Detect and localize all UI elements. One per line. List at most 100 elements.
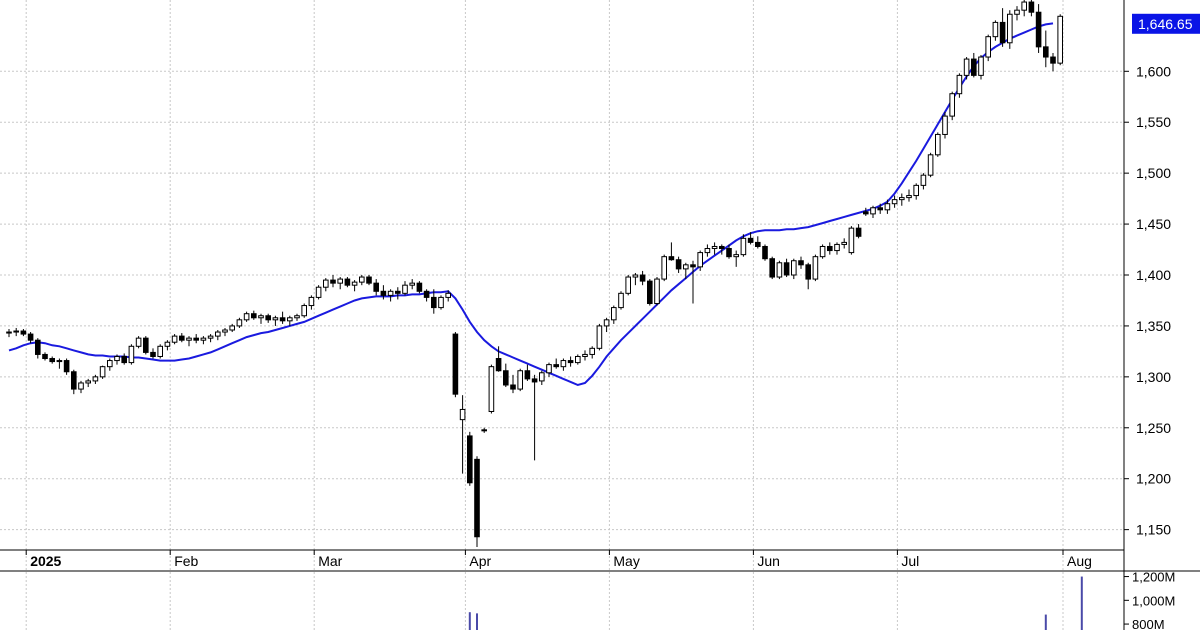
candle-body [719, 245, 725, 250]
candle-body [13, 330, 19, 333]
candlestick [423, 289, 430, 302]
candle-body [661, 256, 668, 280]
candle-body [812, 256, 819, 280]
candle-body [755, 241, 761, 247]
candlestick [661, 254, 668, 282]
candle-body [236, 319, 243, 327]
candle-body [78, 382, 84, 390]
candlestick [675, 256, 682, 273]
candlestick [863, 207, 869, 216]
candlestick [1021, 0, 1028, 17]
candle-body [863, 211, 869, 215]
candle-body [603, 319, 610, 327]
grid-layer [0, 0, 1124, 630]
candlestick [899, 193, 905, 206]
candle-body [85, 380, 92, 384]
candle-body [848, 227, 855, 254]
candle-body [294, 315, 300, 319]
candle-body [135, 337, 142, 347]
candle-body [690, 264, 696, 268]
candlestick [143, 336, 149, 355]
candle-body [841, 241, 848, 245]
candle-body [373, 282, 379, 292]
candle-body [92, 376, 99, 382]
candlestick [906, 189, 912, 202]
candlestick [416, 281, 423, 294]
candlestick [827, 242, 833, 255]
candle-body [179, 335, 185, 341]
candle-body [740, 237, 747, 256]
candlestick [1035, 4, 1042, 53]
candle-body [409, 282, 415, 286]
candlestick [726, 244, 732, 259]
candlestick [870, 205, 876, 218]
candle-body [445, 292, 451, 298]
candlestick [20, 328, 27, 337]
candle-body [776, 262, 783, 278]
candlestick [164, 340, 171, 351]
price-tick-label: 1,250 [1136, 420, 1171, 436]
candle-body [114, 355, 120, 362]
candlestick [733, 250, 740, 267]
candle-body [747, 237, 754, 243]
date-tick-label: Jul [901, 553, 919, 569]
candlestick [114, 354, 120, 365]
candlestick [373, 279, 379, 296]
candlestick [193, 334, 199, 344]
candle-body [899, 197, 905, 201]
candle-body [128, 345, 135, 364]
candle-body [6, 331, 12, 334]
price-tick-label: 1,550 [1136, 114, 1171, 130]
candle-body [639, 274, 646, 282]
candle-body [539, 372, 545, 382]
candle-body [668, 256, 675, 261]
candle-body [819, 245, 826, 258]
candlestick [243, 311, 250, 322]
candlestick [683, 262, 689, 280]
candlestick [704, 244, 711, 257]
candle-body [920, 174, 927, 186]
candlestick [956, 73, 963, 98]
candlestick [848, 226, 855, 255]
candlestick [85, 378, 92, 388]
candlestick [611, 305, 617, 324]
candle-body [186, 337, 192, 341]
candle-body [495, 358, 502, 372]
candle-body [971, 58, 977, 76]
candlestick [1050, 52, 1056, 72]
candlestick [481, 427, 487, 433]
candlestick [1057, 14, 1064, 66]
candlestick [791, 258, 797, 280]
candlestick [78, 380, 84, 394]
last-price-tag-background [1132, 13, 1200, 34]
candle-body [251, 313, 257, 319]
candle-body [121, 355, 128, 364]
candlestick [351, 280, 358, 292]
candlestick [1028, 0, 1035, 17]
candlestick [776, 260, 783, 280]
candlestick [539, 370, 545, 385]
candlestick [366, 275, 372, 286]
candle-body [459, 408, 466, 421]
candlestick [747, 232, 754, 245]
candlestick [510, 374, 516, 394]
candle-body [99, 366, 106, 378]
candle-body [503, 370, 509, 386]
price-tick-label: 1,350 [1136, 318, 1171, 334]
candle-body [467, 435, 473, 484]
candlestick [258, 313, 264, 324]
candle-body [380, 290, 387, 296]
price-tick-label: 1,450 [1136, 216, 1171, 232]
candle-body [272, 317, 279, 321]
candle-body [704, 248, 711, 254]
candle-body [999, 21, 1006, 44]
candle-body [193, 337, 199, 341]
candlestick [935, 132, 941, 157]
price-axis-ticks: 1,150 1,200 1,250 1,300 1,350 1,400 1,450 1,500… [1132, 63, 1175, 632]
candlestick [315, 285, 322, 300]
candlestick [603, 317, 610, 333]
candlestick [942, 112, 948, 139]
candle-body [431, 296, 437, 309]
candlestick [625, 275, 632, 296]
candle-body [834, 243, 840, 252]
